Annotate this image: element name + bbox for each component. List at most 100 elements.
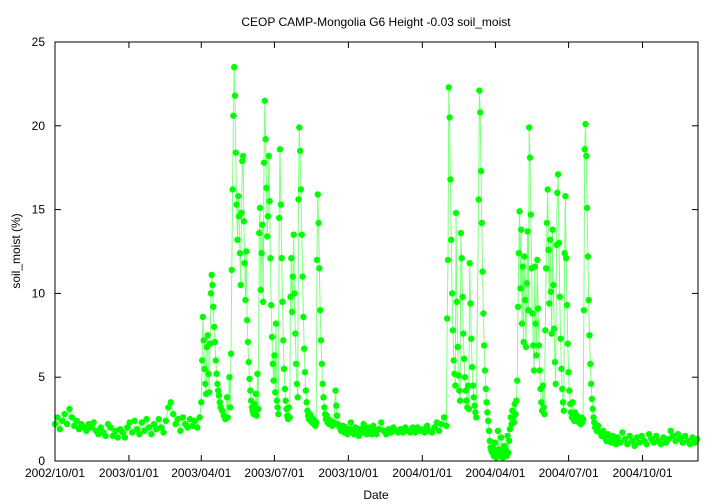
data-point [243,317,251,324]
data-point [245,358,252,366]
data-point [378,419,385,426]
data-point [626,432,633,440]
data-point [518,320,526,327]
data-point [542,265,550,272]
data-point [296,124,303,131]
data-point [582,120,589,128]
data-point [586,332,593,339]
data-point [281,385,289,393]
data-point [302,387,309,394]
data-point [468,335,475,342]
x-tick-label: 2003/01/01 [99,466,159,480]
data-point [539,382,547,389]
data-point [546,236,554,243]
data-point [436,427,443,434]
data-point [280,365,288,372]
data-point [177,427,184,434]
data-point [604,431,612,438]
data-point [621,436,629,443]
data-point [674,431,682,438]
plot-frame [54,41,699,462]
data-point [184,424,191,431]
y-tick-label: 20 [32,119,46,133]
data-point [657,441,665,448]
data-point [556,293,563,300]
data-point [491,439,498,446]
data-point [282,397,289,404]
data-point [523,280,530,287]
data-point [124,424,131,431]
data-point [219,407,226,414]
data-point [133,426,141,433]
data-point [633,434,641,441]
data-point [527,211,534,218]
data-point [227,350,235,357]
data-point [214,380,221,388]
data-point [481,367,489,374]
data-point [215,387,222,394]
data-point [286,414,293,421]
data-point [226,374,233,381]
data-point [471,402,478,409]
data-point [291,290,298,297]
x-tick-label: 2004/04/01 [465,466,525,480]
data-point [643,441,650,448]
data-point [235,193,242,200]
data-point [546,300,553,307]
data-point [531,263,538,270]
data-point [269,360,276,367]
data-point [529,310,536,317]
data-point [278,255,285,262]
data-point [268,333,276,341]
data-point [555,239,563,247]
data-point [199,313,207,321]
data-point [616,439,624,446]
data-point [148,431,155,438]
data-point [514,303,522,310]
data-point [667,427,674,434]
data-point [268,301,275,309]
data-point [320,394,327,401]
data-point [559,399,567,406]
data-point [454,343,461,351]
data-point [267,255,274,262]
data-point [448,236,455,243]
data-point [479,268,486,275]
data-point [254,370,261,377]
data-point [264,213,272,220]
data-point [211,338,219,346]
data-point [584,253,592,260]
data-point [484,409,491,416]
data-point [483,399,490,406]
data-point [560,407,567,414]
data-point [526,124,533,131]
data-point [375,426,383,433]
data-point [296,147,304,155]
data-point [229,186,236,193]
data-point [543,219,551,227]
data-point [119,429,126,436]
data-point [455,372,462,379]
data-point [114,434,121,441]
chart-title: CEOP CAMP-Mongolia G6 Height -0.03 soil_… [241,15,511,29]
data-point [276,146,284,153]
data-point [255,405,262,413]
data-point [466,260,473,267]
data-point [231,92,239,99]
data-point [170,410,177,418]
data-point [456,397,464,404]
data-point [564,340,571,347]
data-point [138,419,145,426]
data-point [321,404,328,411]
x-tick-label: 2004/07/01 [539,466,599,480]
data-point [273,397,280,404]
data-point [196,414,203,421]
data-point [210,303,217,310]
data-point [477,167,485,175]
data-point [167,399,174,406]
data-point [472,409,479,416]
data-point [318,360,325,367]
data-point [314,191,321,198]
data-point [251,400,258,408]
data-point [557,335,564,342]
